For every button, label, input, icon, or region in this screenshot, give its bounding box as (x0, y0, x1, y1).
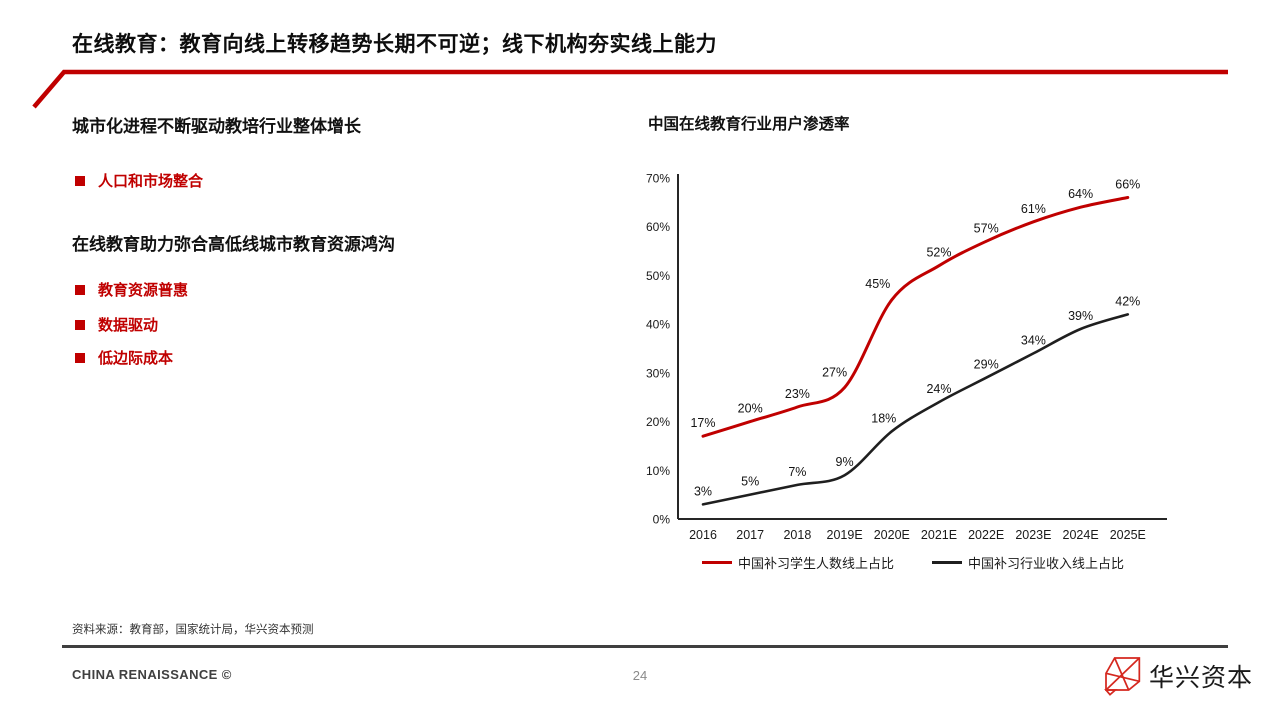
data-label: 23% (785, 387, 810, 401)
y-tick-label: 60% (646, 220, 670, 234)
bullet-square-icon (75, 175, 85, 186)
data-label: 9% (836, 455, 854, 469)
data-label: 18% (871, 411, 896, 425)
data-label: 5% (741, 475, 759, 489)
bullet-square-icon (75, 319, 85, 330)
data-label: 7% (788, 465, 806, 479)
huaxing-logo-icon (1104, 657, 1141, 696)
x-tick-label: 2016 (689, 528, 717, 542)
data-label: 3% (694, 484, 712, 498)
bullet-label: 人口和市场整合 (98, 173, 204, 190)
data-label: 57% (974, 221, 999, 235)
series-line-0 (701, 196, 1130, 438)
series-line-1 (701, 313, 1130, 506)
chart-legend: 中国补习学生人数线上占比 中国补习行业收入线上占比 (648, 553, 1178, 572)
section1-heading: 城市化进程不断驱动教培行业整体增长 (72, 117, 361, 136)
legend-label: 中国补习学生人数线上占比 (737, 556, 894, 571)
data-label: 64% (1068, 187, 1093, 201)
company-name: CHINA RENAISSANCE © (72, 667, 232, 682)
bullet-label: 教育资源普惠 (98, 282, 189, 299)
chart-svg: 0% 10% 20% 30% 40% 50% 60% 70% 2016 2017 2018 2019E… (646, 172, 1167, 542)
y-tick-label: 0% (653, 513, 671, 527)
source-note: 资料来源：教育部，国家统计局，华兴资本预测 (72, 624, 314, 636)
y-tick-label: 50% (646, 269, 670, 283)
list-item: 人口和市场整合 (75, 170, 203, 191)
data-label: 66% (1115, 177, 1140, 191)
x-tick-label: 2023E (1015, 528, 1051, 542)
data-label: 52% (926, 246, 951, 260)
data-label: 27% (822, 365, 847, 379)
x-tick-label: 2024E (1063, 528, 1099, 542)
x-tick-label: 2019E (827, 528, 863, 542)
data-label: 29% (974, 358, 999, 372)
data-label: 39% (1068, 309, 1093, 323)
page-number: 24 (632, 668, 648, 683)
x-tick-label: 2017 (736, 528, 764, 542)
list-item: 低边际成本 (75, 347, 173, 368)
red-swoosh-decoration (32, 69, 1228, 109)
legend-item: 中国补习行业收入线上占比 (932, 553, 1124, 572)
data-label: 17% (690, 416, 715, 430)
bullet-square-icon (75, 352, 85, 363)
y-tick-label: 40% (646, 318, 670, 332)
bullet-square-icon (75, 284, 85, 295)
data-label: 24% (926, 382, 951, 396)
data-label: 42% (1115, 294, 1140, 308)
list-item: 数据驱动 (75, 314, 158, 335)
data-label: 61% (1021, 202, 1046, 216)
footer-divider (62, 645, 1228, 648)
y-tick-label: 30% (646, 366, 670, 380)
section2-heading: 在线教育助力弥合高低线城市教育资源鸿沟 (72, 235, 395, 254)
black-line-marker-icon (932, 561, 962, 564)
huaxing-logo: 华兴资本 (1102, 656, 1253, 696)
y-tick-label: 20% (646, 415, 670, 429)
x-tick-label: 2020E (874, 528, 910, 542)
bullet-label: 数据驱动 (98, 317, 159, 334)
list-item: 教育资源普惠 (75, 279, 188, 300)
chart-title: 中国在线教育行业用户渗透率 (648, 116, 850, 133)
data-label: 20% (738, 402, 763, 416)
huaxing-logo-text: 华兴资本 (1149, 664, 1254, 692)
x-tick-label: 2025E (1110, 528, 1146, 542)
page-title: 在线教育：教育向线上转移趋势长期不可逆；线下机构夯实线上能力 (72, 33, 717, 56)
red-line-marker-icon (701, 561, 732, 564)
data-label: 45% (865, 277, 890, 291)
legend-item: 中国补习学生人数线上占比 (701, 553, 894, 572)
x-tick-label: 2018 (783, 528, 811, 542)
x-tick-label: 2021E (921, 528, 957, 542)
y-tick-label: 10% (646, 464, 670, 478)
data-label: 34% (1021, 333, 1046, 347)
bullet-label: 低边际成本 (98, 350, 174, 367)
legend-label: 中国补习行业收入线上占比 (968, 556, 1125, 571)
y-tick-label: 70% (646, 172, 670, 186)
x-tick-label: 2022E (968, 528, 1004, 542)
